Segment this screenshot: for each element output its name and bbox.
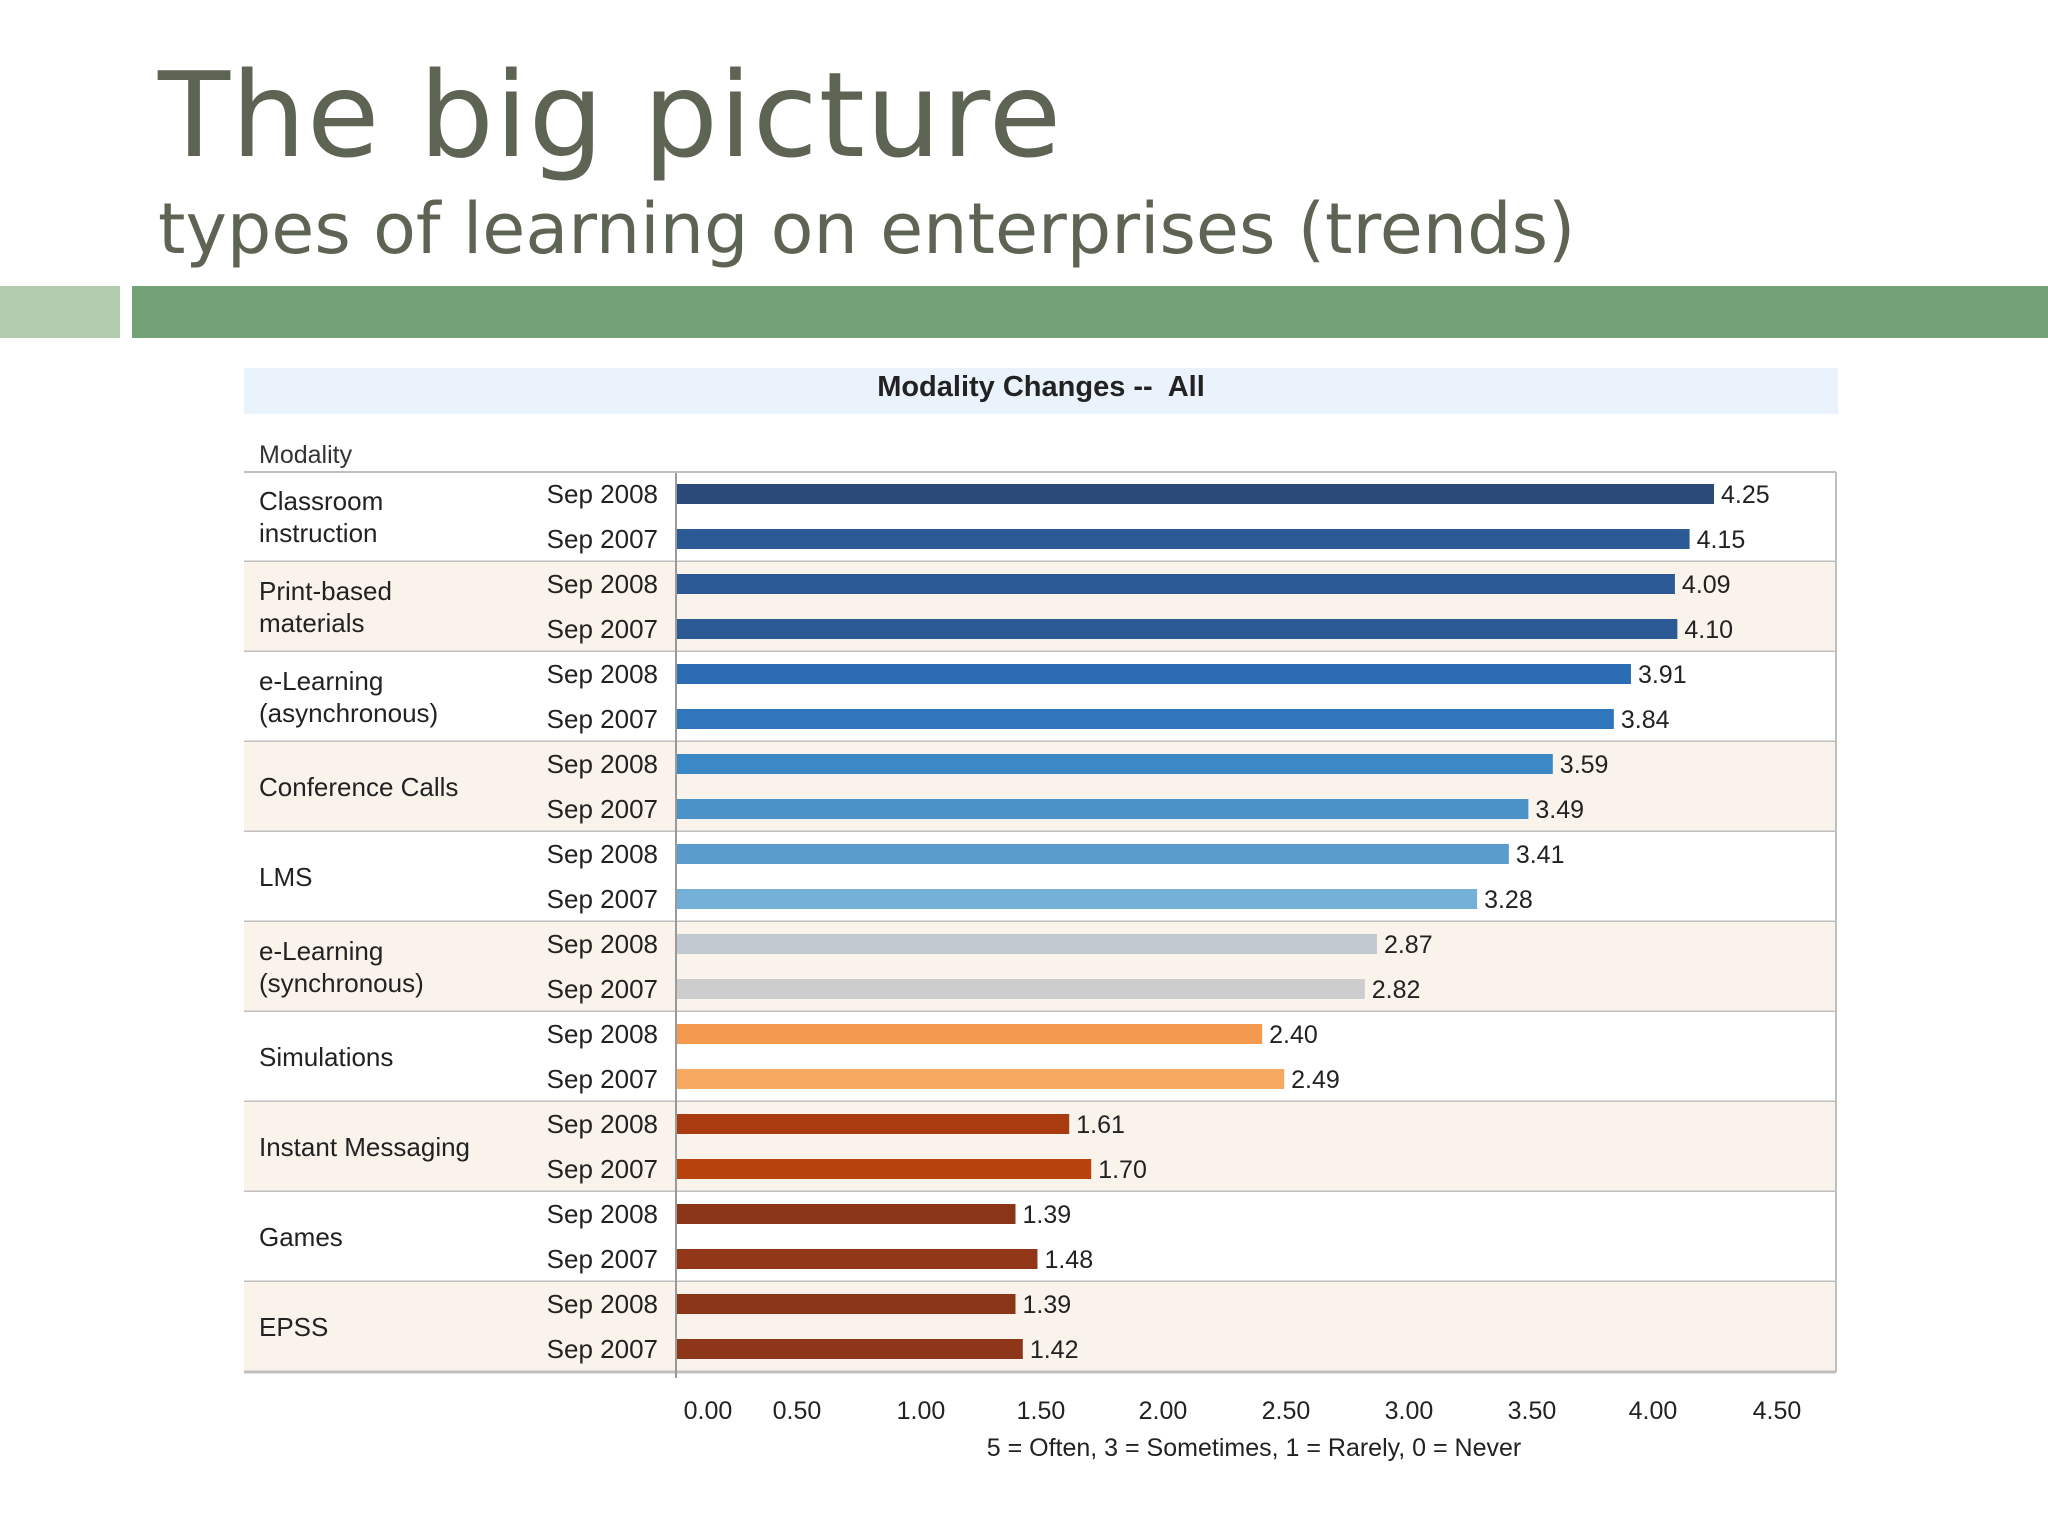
x-tick-label: 1.50 xyxy=(1017,1397,1066,1425)
data-label: 1.42 xyxy=(1030,1336,1079,1364)
period-label: Sep 2008 xyxy=(547,1289,658,1319)
data-label: 1.39 xyxy=(1022,1291,1071,1319)
period-label: Sep 2007 xyxy=(547,614,658,644)
category-label: Print-based xyxy=(259,576,392,606)
x-tick-label: 0.50 xyxy=(773,1397,822,1425)
bar xyxy=(676,1114,1070,1134)
period-label: Sep 2008 xyxy=(547,659,658,689)
category-label: Classroom xyxy=(259,486,383,516)
data-label: 4.15 xyxy=(1697,526,1746,554)
category-label: (asynchronous) xyxy=(259,698,438,728)
data-label: 4.25 xyxy=(1721,481,1770,509)
data-label: 3.91 xyxy=(1638,661,1687,689)
category-label: LMS xyxy=(259,862,312,892)
data-label: 1.39 xyxy=(1022,1201,1071,1229)
slide-subtitle: types of learning on enterprises (trends… xyxy=(158,188,1576,270)
bar xyxy=(676,1204,1016,1224)
category-label: e-Learning xyxy=(259,936,383,966)
bar xyxy=(676,1249,1038,1269)
x-tick-label: 0.00 xyxy=(684,1397,733,1425)
bar xyxy=(676,484,1714,504)
period-label: Sep 2007 xyxy=(547,1064,658,1094)
data-label: 3.41 xyxy=(1516,841,1565,869)
period-label: Sep 2007 xyxy=(547,884,658,914)
x-tick-label: 3.50 xyxy=(1508,1397,1557,1425)
data-label: 2.82 xyxy=(1372,976,1421,1004)
category-label: (synchronous) xyxy=(259,968,424,998)
data-label: 3.28 xyxy=(1484,886,1533,914)
period-label: Sep 2007 xyxy=(547,1334,658,1364)
bar xyxy=(676,979,1365,999)
row-background xyxy=(244,1282,1836,1372)
category-label: Simulations xyxy=(259,1042,393,1072)
period-label: Sep 2008 xyxy=(547,479,658,509)
slide-title: The big picture xyxy=(158,46,1063,184)
bar xyxy=(676,619,1678,639)
period-label: Sep 2008 xyxy=(547,839,658,869)
x-tick-label: 4.50 xyxy=(1753,1397,1802,1425)
period-label: Sep 2008 xyxy=(547,1109,658,1139)
accent-band-light xyxy=(0,286,120,338)
bar xyxy=(676,574,1675,594)
category-label: materials xyxy=(259,608,364,638)
bar xyxy=(676,1069,1285,1089)
data-label: 3.84 xyxy=(1621,706,1670,734)
bar xyxy=(676,1024,1263,1044)
period-label: Sep 2008 xyxy=(547,569,658,599)
period-label: Sep 2007 xyxy=(547,524,658,554)
category-label: Conference Calls xyxy=(259,772,458,802)
data-label: 1.70 xyxy=(1098,1156,1147,1184)
bar xyxy=(676,664,1631,684)
period-label: Sep 2007 xyxy=(547,794,658,824)
data-label: 4.10 xyxy=(1684,616,1733,644)
period-label: Sep 2008 xyxy=(547,929,658,959)
data-label: 2.87 xyxy=(1384,931,1433,959)
x-axis-label: 5 = Often, 3 = Sometimes, 1 = Rarely, 0 … xyxy=(987,1434,1522,1462)
row-background xyxy=(244,1192,1836,1282)
data-label: 1.61 xyxy=(1076,1111,1125,1139)
bar xyxy=(676,889,1478,909)
bar xyxy=(676,1294,1016,1314)
x-tick-label: 2.00 xyxy=(1139,1397,1188,1425)
bar xyxy=(676,1159,1092,1179)
x-tick-label: 4.00 xyxy=(1629,1397,1678,1425)
period-label: Sep 2008 xyxy=(547,1199,658,1229)
period-label: Sep 2007 xyxy=(547,974,658,1004)
category-label: e-Learning xyxy=(259,666,383,696)
bar xyxy=(676,934,1377,954)
period-label: Sep 2007 xyxy=(547,704,658,734)
data-label: 2.40 xyxy=(1269,1021,1318,1049)
period-label: Sep 2007 xyxy=(547,1154,658,1184)
x-tick-label: 2.50 xyxy=(1262,1397,1311,1425)
bar xyxy=(676,1339,1023,1359)
data-label: 2.49 xyxy=(1291,1066,1340,1094)
bar xyxy=(676,529,1690,549)
bar xyxy=(676,844,1509,864)
category-label: EPSS xyxy=(259,1312,328,1342)
period-label: Sep 2008 xyxy=(547,1019,658,1049)
data-label: 4.09 xyxy=(1682,571,1731,599)
accent-band xyxy=(132,286,2048,338)
bar xyxy=(676,754,1553,774)
data-label: 3.49 xyxy=(1535,796,1584,824)
bar xyxy=(676,709,1614,729)
period-label: Sep 2007 xyxy=(547,1244,658,1274)
data-label: 1.48 xyxy=(1044,1246,1093,1274)
bar xyxy=(676,799,1529,819)
category-label: instruction xyxy=(259,518,378,548)
x-tick-label: 1.00 xyxy=(897,1397,946,1425)
period-label: Sep 2008 xyxy=(547,749,658,779)
category-label: Games xyxy=(259,1222,343,1252)
x-tick-label: 3.00 xyxy=(1385,1397,1434,1425)
chart-title-background xyxy=(244,368,1838,414)
category-label: Instant Messaging xyxy=(259,1132,470,1162)
data-label: 3.59 xyxy=(1560,751,1609,779)
chart-title: Modality Changes -- All xyxy=(877,371,1205,403)
row-header-label: Modality xyxy=(259,441,353,469)
